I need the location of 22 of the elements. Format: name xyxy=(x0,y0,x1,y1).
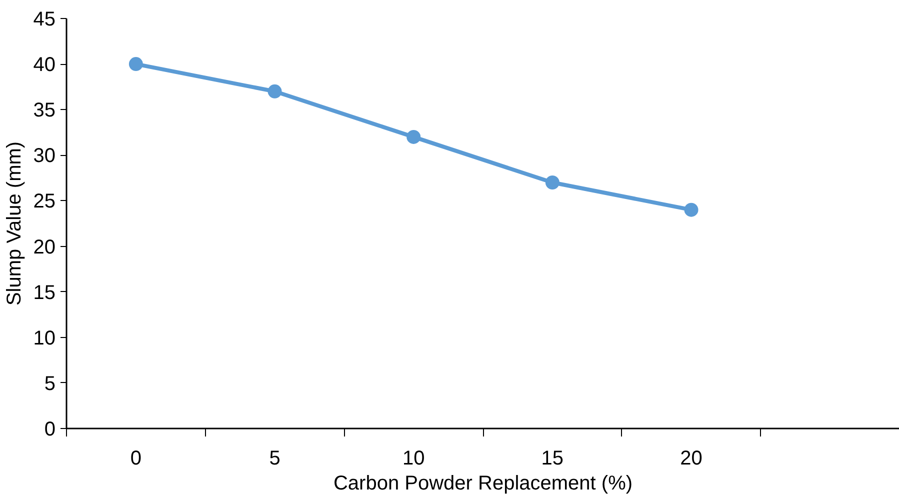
y-tick-label: 15 xyxy=(33,282,56,304)
x-tick-label: 15 xyxy=(541,448,564,470)
point xyxy=(268,84,282,98)
point xyxy=(406,130,421,144)
y-tick-label: 30 xyxy=(33,145,56,168)
x-axis-title: Carbon Powder Replacement (%) xyxy=(333,472,633,494)
y-tick-label: 45 xyxy=(33,8,56,30)
y-tick-label: 10 xyxy=(33,327,56,350)
y-tick-label: 20 xyxy=(33,236,56,258)
x-tick-label: 5 xyxy=(269,448,280,470)
x-tick-label: 0 xyxy=(130,448,142,470)
y-tick-label: 40 xyxy=(33,54,56,76)
point xyxy=(684,202,698,217)
y-axis-title: Slump Value (mm) xyxy=(3,141,26,306)
point xyxy=(128,57,143,72)
y-tick-label: 5 xyxy=(44,372,56,395)
x-tick-label: 20 xyxy=(680,448,702,470)
point xyxy=(545,176,560,190)
y-tick-label: 35 xyxy=(33,100,56,122)
x-tick-label: 10 xyxy=(402,448,425,470)
y-tick-label: 0 xyxy=(44,418,56,440)
y-tick-label: 25 xyxy=(33,190,56,213)
